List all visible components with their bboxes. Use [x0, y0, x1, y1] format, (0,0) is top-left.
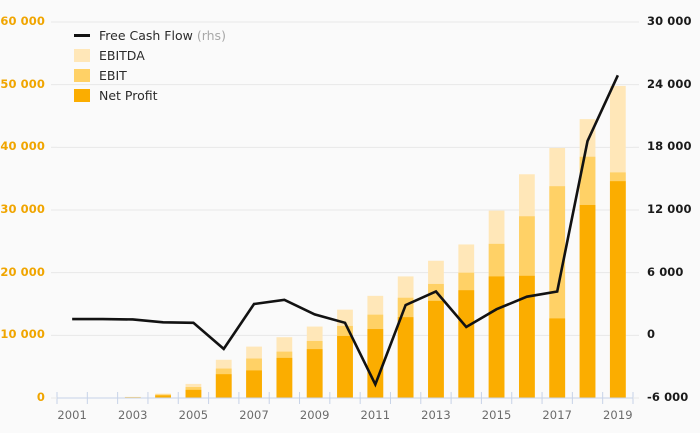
- gridlines: [57, 21, 633, 336]
- bar-net-profit-2015: [488, 276, 505, 398]
- bar-net-profit-2007: [246, 370, 262, 398]
- right-axis-label-24000: 24 000: [647, 76, 692, 91]
- bar-net-profit-2009: [306, 349, 323, 398]
- legend-square-marker-icon: [74, 89, 90, 102]
- x-axis-label-2017: 2017: [542, 408, 573, 422]
- axes: [51, 21, 639, 404]
- x-axis-label-2009: 2009: [299, 408, 330, 422]
- bar-net-profit-2014: [458, 290, 475, 398]
- bar-net-profit-2013: [428, 300, 444, 398]
- left-axis-label-0: 0: [36, 390, 45, 404]
- right-axis-label-18000: 18 000: [647, 139, 692, 154]
- left-axis-label-20000: 20 000: [0, 264, 45, 279]
- x-axis-label-2007: 2007: [239, 408, 269, 422]
- x-axis-label-2005: 2005: [178, 408, 209, 422]
- legend-item-label: Free Cash Flow: [99, 28, 193, 43]
- left-axis-label-30000: 30 000: [0, 202, 45, 216]
- left-axis-label-40000: 40 000: [0, 139, 45, 154]
- legend-square-marker-icon: [74, 49, 90, 62]
- legend-item-label: EBIT: [99, 68, 127, 83]
- x-axis-label-2001: 2001: [57, 408, 87, 422]
- free-cash-flow-line: [72, 74, 620, 388]
- bar-net-profit-2006: [215, 374, 232, 398]
- legend-item-ebitda[interactable]: EBITDA: [74, 46, 226, 65]
- chart-legend: Free Cash Flow (rhs) EBITDA EBIT Net Profit: [74, 26, 226, 106]
- right-axis-label-0: 0: [647, 327, 656, 342]
- bar-net-profit-2005: [185, 389, 202, 398]
- bar-net-profit-2017: [549, 318, 566, 398]
- x-axis-label-2015: 2015: [481, 408, 512, 422]
- bar-net-profit-2016: [519, 275, 535, 398]
- legend-item-free-cash-flow[interactable]: Free Cash Flow (rhs): [74, 26, 226, 45]
- legend-item-net-profit[interactable]: Net Profit: [74, 86, 226, 105]
- bars-group: [124, 85, 626, 399]
- legend-line-marker-icon: [74, 29, 90, 42]
- free-cash-flow-polyline: [72, 74, 620, 388]
- bar-net-profit-2010: [337, 335, 353, 398]
- legend-item-label: EBITDA: [99, 48, 145, 63]
- left-axis-label-60000: 60 000: [0, 14, 45, 28]
- bar-net-profit-2019: [609, 181, 626, 398]
- right-axis-label--6000: -6 000: [647, 390, 689, 404]
- left-axis-label-10000: 10 000: [0, 327, 45, 342]
- legend-square-marker-icon: [74, 69, 90, 82]
- bar-net-profit-2012: [397, 317, 414, 398]
- x-axis-label-2019: 2019: [602, 408, 633, 422]
- legend-item-ebit[interactable]: EBIT: [74, 66, 226, 85]
- legend-item-suffix: (rhs): [196, 28, 226, 43]
- bar-net-profit-2011: [367, 329, 384, 398]
- right-axis-label-12000: 12 000: [647, 202, 692, 216]
- x-axis-label-2011: 2011: [360, 408, 391, 422]
- bar-net-profit-2008: [276, 357, 293, 398]
- x-axis-label-2003: 2003: [117, 408, 148, 422]
- right-axis-label-6000: 6 000: [647, 264, 684, 279]
- bar-net-profit-2004: [155, 395, 171, 398]
- x-axis-label-2013: 2013: [421, 408, 451, 422]
- bar-net-profit-2018: [579, 204, 596, 398]
- right-axis-label-30000: 30 000: [647, 14, 692, 28]
- left-axis-label-50000: 50 000: [0, 76, 45, 91]
- legend-item-label: Net Profit: [99, 88, 158, 103]
